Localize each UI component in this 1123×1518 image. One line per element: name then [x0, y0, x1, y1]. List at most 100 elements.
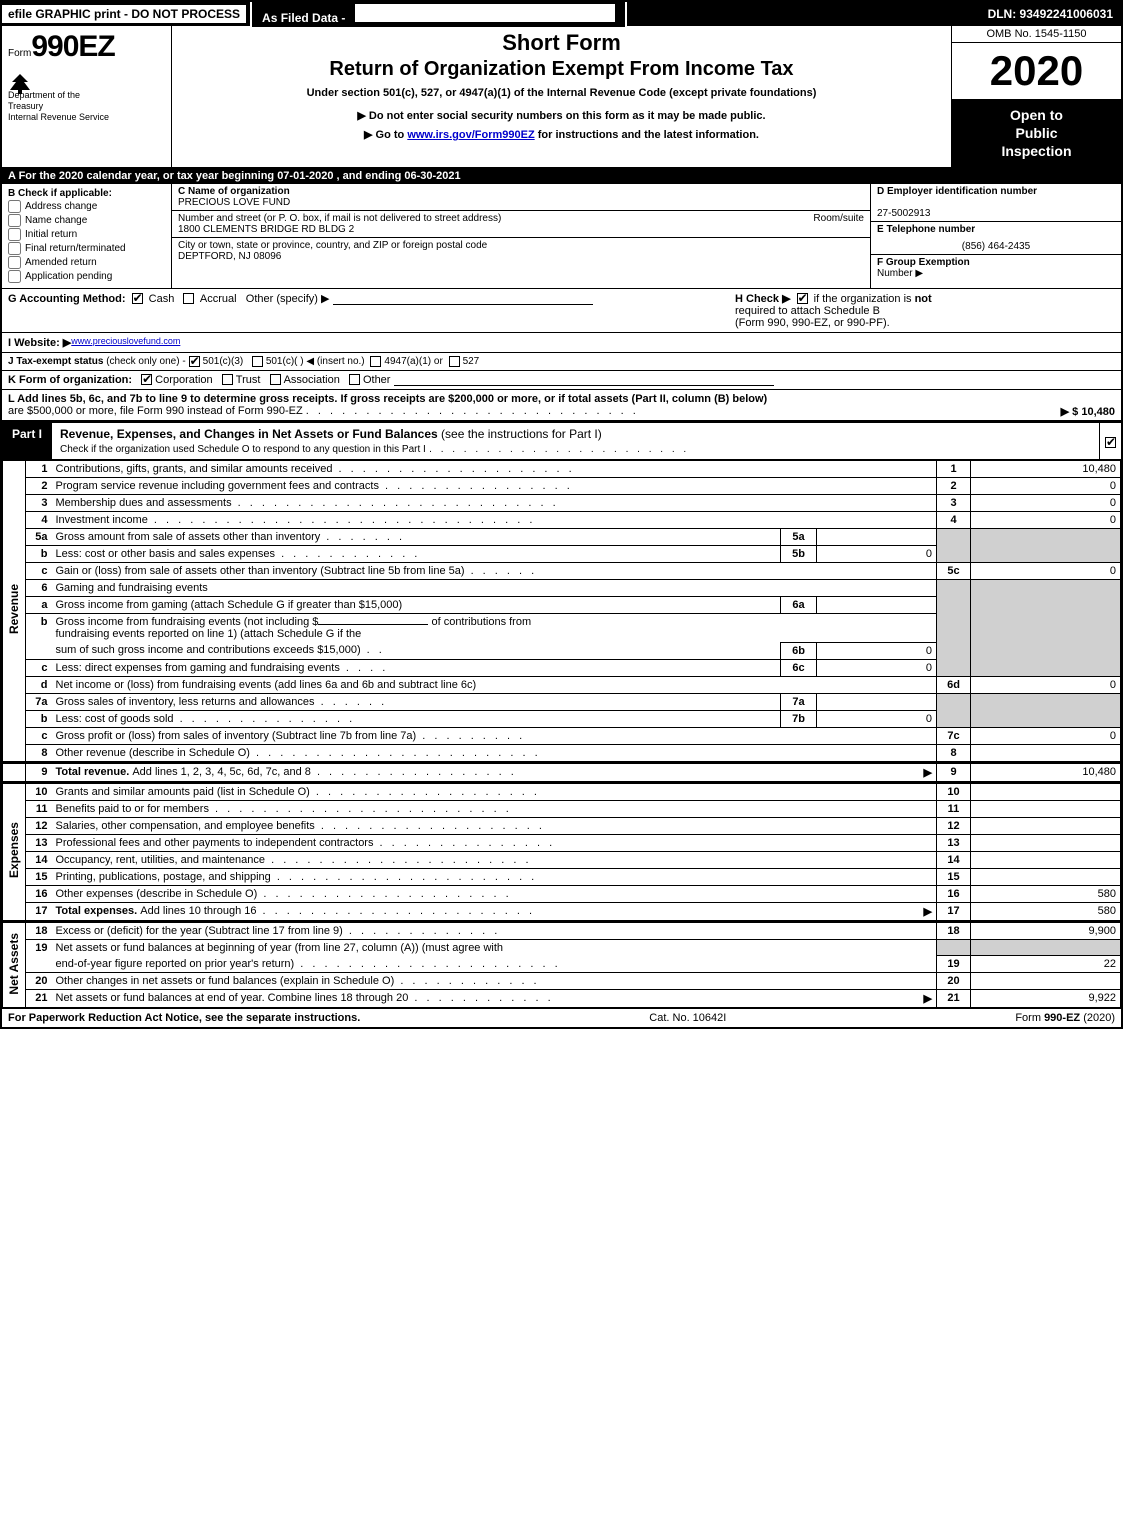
row-g-h: G Accounting Method: Cash Accrual Other …	[2, 289, 1121, 333]
row-6b-2: sum of such gross income and contributio…	[3, 642, 1121, 659]
k-corp-check[interactable]	[141, 374, 152, 385]
amt11	[971, 800, 1121, 817]
k-label: K Form of organization:	[8, 374, 132, 386]
ln15: 15	[937, 868, 971, 885]
check-amended-return[interactable]: Amended return	[8, 256, 165, 269]
h-label: H Check ▶	[735, 293, 791, 305]
k-other-check[interactable]	[349, 374, 360, 385]
j-4947-check[interactable]	[370, 356, 381, 367]
g-other-line[interactable]	[333, 293, 593, 305]
h-txt2: required to attach Schedule B	[735, 305, 880, 317]
k-other-line[interactable]	[394, 374, 774, 386]
d2: Program service revenue including govern…	[52, 477, 937, 494]
header-right: OMB No. 1545-1150 2020 Open to Public In…	[951, 26, 1121, 167]
ck-label-4: Amended return	[25, 257, 97, 268]
amt5a-grey	[971, 528, 1121, 545]
c-city-block: City or town, state or province, country…	[172, 238, 870, 264]
n10: 10	[26, 782, 52, 800]
ck-label-3: Final return/terminated	[25, 243, 126, 254]
k-o2: Trust	[236, 374, 261, 386]
financial-table: Revenue 1 Contributions, gifts, grants, …	[2, 460, 1121, 1009]
mn5a: 5a	[781, 528, 817, 545]
c-addr-block: Number and street (or P. O. box, if mail…	[172, 211, 870, 238]
form-prefix: Form	[8, 48, 31, 59]
row-18: Net Assets 18 Excess or (deficit) for th…	[3, 921, 1121, 939]
dept-line3: Internal Revenue Service	[8, 112, 165, 123]
i-website[interactable]: www.preciouslovefund.com	[71, 336, 180, 346]
amt13	[971, 834, 1121, 851]
part1-check[interactable]	[1105, 437, 1116, 448]
k-trust-check[interactable]	[222, 374, 233, 385]
g-cash-check[interactable]	[132, 293, 143, 304]
j-label: J Tax-exempt status	[8, 356, 103, 367]
g-label: G Accounting Method:	[8, 293, 126, 305]
part1-dots: . . . . . . . . . . . . . . . . . . . . …	[429, 444, 689, 455]
j-501c-check[interactable]	[252, 356, 263, 367]
k-assoc-check[interactable]	[270, 374, 281, 385]
check-final-return[interactable]: Final return/terminated	[8, 242, 165, 255]
mn6b: 6b	[781, 642, 817, 659]
part1-paren: (see the instructions for Part I)	[441, 427, 602, 441]
amt16: 580	[971, 885, 1121, 902]
row-12: 12 Salaries, other compensation, and emp…	[3, 817, 1121, 834]
check-initial-return[interactable]: Initial return	[8, 228, 165, 241]
ln20: 20	[937, 973, 971, 990]
n18: 18	[26, 921, 52, 939]
ln7c: 7c	[937, 727, 971, 744]
row-1: Revenue 1 Contributions, gifts, grants, …	[3, 460, 1121, 477]
b-label: B Check if applicable:	[8, 188, 112, 199]
row-l: L Add lines 5b, 6c, and 7b to line 9 to …	[2, 390, 1121, 421]
g-accrual-check[interactable]	[183, 293, 194, 304]
form-number: 990EZ	[31, 30, 114, 63]
j-o3: 4947(a)(1) or	[384, 356, 442, 367]
n5b: b	[26, 545, 52, 562]
check-address-change[interactable]: Address change	[8, 200, 165, 213]
n6c: c	[26, 659, 52, 676]
return-title: Return of Organization Exempt From Incom…	[178, 58, 945, 81]
mv6b: 0	[817, 642, 937, 659]
d18: Excess or (deficit) for the year (Subtra…	[52, 921, 937, 939]
h-check[interactable]	[797, 293, 808, 304]
j-o4: 527	[463, 356, 480, 367]
check-application-pending[interactable]: Application pending	[8, 270, 165, 283]
ln8: 8	[937, 744, 971, 762]
goto-link[interactable]: www.irs.gov/Form990EZ	[407, 129, 534, 141]
ck-label-2: Initial return	[25, 229, 77, 240]
n6: 6	[26, 579, 52, 596]
n7b: b	[26, 710, 52, 727]
n17: 17	[26, 902, 52, 921]
d6a: Gross income from gaming (attach Schedul…	[52, 596, 781, 613]
ln5c: 5c	[937, 562, 971, 579]
mv5b: 0	[817, 545, 937, 562]
amt15	[971, 868, 1121, 885]
amt20	[971, 973, 1121, 990]
ln7a-grey	[937, 693, 971, 710]
h-txt1: if the organization is	[814, 293, 915, 305]
no-ssn-line: ▶ Do not enter social security numbers o…	[178, 109, 945, 122]
ln7b-grey	[937, 710, 971, 727]
c-addr-label: Number and street (or P. O. box, if mail…	[178, 213, 501, 224]
n19: 19	[26, 939, 52, 956]
d11: Benefits paid to or for members . . . . …	[52, 800, 937, 817]
amt6a-grey	[971, 596, 1121, 613]
ln6a-grey	[937, 596, 971, 613]
ln16: 16	[937, 885, 971, 902]
amt4: 0	[971, 511, 1121, 528]
d-ein-label: D Employer identification number	[877, 186, 1037, 197]
check-name-change[interactable]: Name change	[8, 214, 165, 227]
part1-tag: Part I	[2, 423, 52, 459]
n14: 14	[26, 851, 52, 868]
h-txt3: (Form 990, 990-EZ, or 990-PF).	[735, 317, 890, 329]
ln11: 11	[937, 800, 971, 817]
n5a: 5a	[26, 528, 52, 545]
row-5b: b Less: cost or other basis and sales ex…	[3, 545, 1121, 562]
footer-right-pre: Form	[1015, 1012, 1044, 1024]
d15: Printing, publications, postage, and shi…	[52, 868, 937, 885]
j-527-check[interactable]	[449, 356, 460, 367]
ln17: 17	[937, 902, 971, 921]
row-21: 21 Net assets or fund balances at end of…	[3, 990, 1121, 1008]
row-i: I Website: ▶ www.preciouslovefund.com	[2, 333, 1121, 353]
amt7a-grey	[971, 693, 1121, 710]
j-501c3-check[interactable]	[189, 356, 200, 367]
c-city-label: City or town, state or province, country…	[178, 240, 487, 251]
